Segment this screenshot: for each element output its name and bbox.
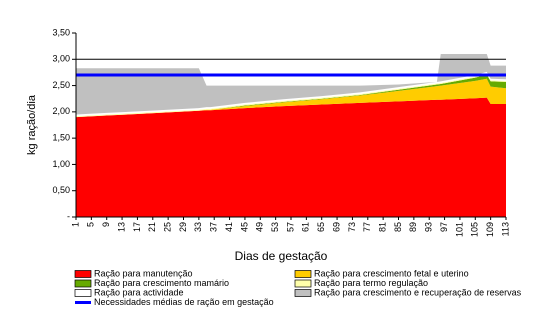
x-tick-label: 37 — [209, 222, 219, 232]
legend-swatch — [74, 270, 92, 278]
y-tick-label: 2,00 — [52, 106, 70, 116]
x-tick-label: 57 — [285, 222, 295, 232]
x-axis-title: Dias de gestação — [235, 249, 328, 263]
y-tick-label: 3,50 — [52, 27, 70, 37]
legend-label: Necessidades médias de ração em gestação — [94, 297, 274, 307]
x-tick-label: 113 — [500, 222, 510, 236]
y-axis-title: kg ração/dia — [26, 94, 38, 155]
y-tick-label: 1,00 — [52, 159, 70, 169]
area — [76, 97, 506, 217]
y-tick-label: 2,50 — [52, 80, 70, 90]
area — [76, 54, 506, 115]
x-tick-label: 45 — [239, 222, 249, 232]
x-tick-label: 105 — [470, 222, 480, 237]
x-tick-label: 101 — [454, 222, 464, 237]
legend: Ração para manutenção Ração para crescime… — [74, 268, 522, 307]
y-tick-label: 1,50 — [52, 133, 70, 143]
x-tick-label: 61 — [301, 222, 311, 232]
y-tick-label: 3,00 — [52, 54, 70, 64]
x-tick-label: 17 — [132, 222, 142, 232]
legend-swatch — [74, 279, 92, 288]
x-tick-label: 89 — [408, 222, 418, 232]
x-tick-label: 53 — [270, 222, 280, 232]
x-tick-label: 29 — [178, 222, 188, 232]
x-tick-label: 93 — [424, 222, 434, 232]
x-tick-label: 5 — [86, 222, 96, 227]
x-tick-label: 13 — [116, 222, 126, 232]
legend-label: Ração para manutenção — [94, 268, 193, 278]
x-tick-label: 85 — [393, 222, 403, 232]
x-tick-label: 33 — [193, 222, 203, 232]
x-tick-label: 1 — [70, 222, 80, 227]
x-tick-label: 25 — [163, 222, 173, 232]
area — [76, 78, 506, 118]
legend-swatch — [74, 289, 92, 297]
x-tick-label: 97 — [439, 222, 449, 232]
y-tick-label: 0,50 — [52, 185, 70, 195]
x-tick-label: 21 — [147, 222, 157, 232]
x-tick-label: 9 — [101, 222, 111, 227]
x-tick-label: 49 — [255, 222, 265, 232]
legend-label: Ração para crescimento e recuperação de … — [314, 287, 522, 297]
y-tick-label: - — [67, 211, 70, 221]
x-tick-label: 77 — [362, 222, 372, 232]
x-tick-label: 81 — [378, 222, 388, 232]
x-tick-label: 109 — [485, 222, 495, 237]
x-tick-label: 65 — [316, 222, 326, 232]
legend-label: Ração para crescimento mamário — [94, 278, 229, 288]
legend-swatch — [294, 279, 312, 288]
legend-label: Ração para termo regulação — [314, 278, 428, 288]
x-tick-label: 69 — [331, 222, 341, 232]
legend-swatch — [294, 289, 312, 297]
x-tick-label: 41 — [224, 222, 234, 232]
x-tick-label: 73 — [347, 222, 357, 232]
legend-label: Ração para actividade — [94, 287, 184, 297]
legend-swatch — [294, 270, 312, 278]
legend-label: Ração para crescimento fetal e uterino — [314, 268, 469, 278]
